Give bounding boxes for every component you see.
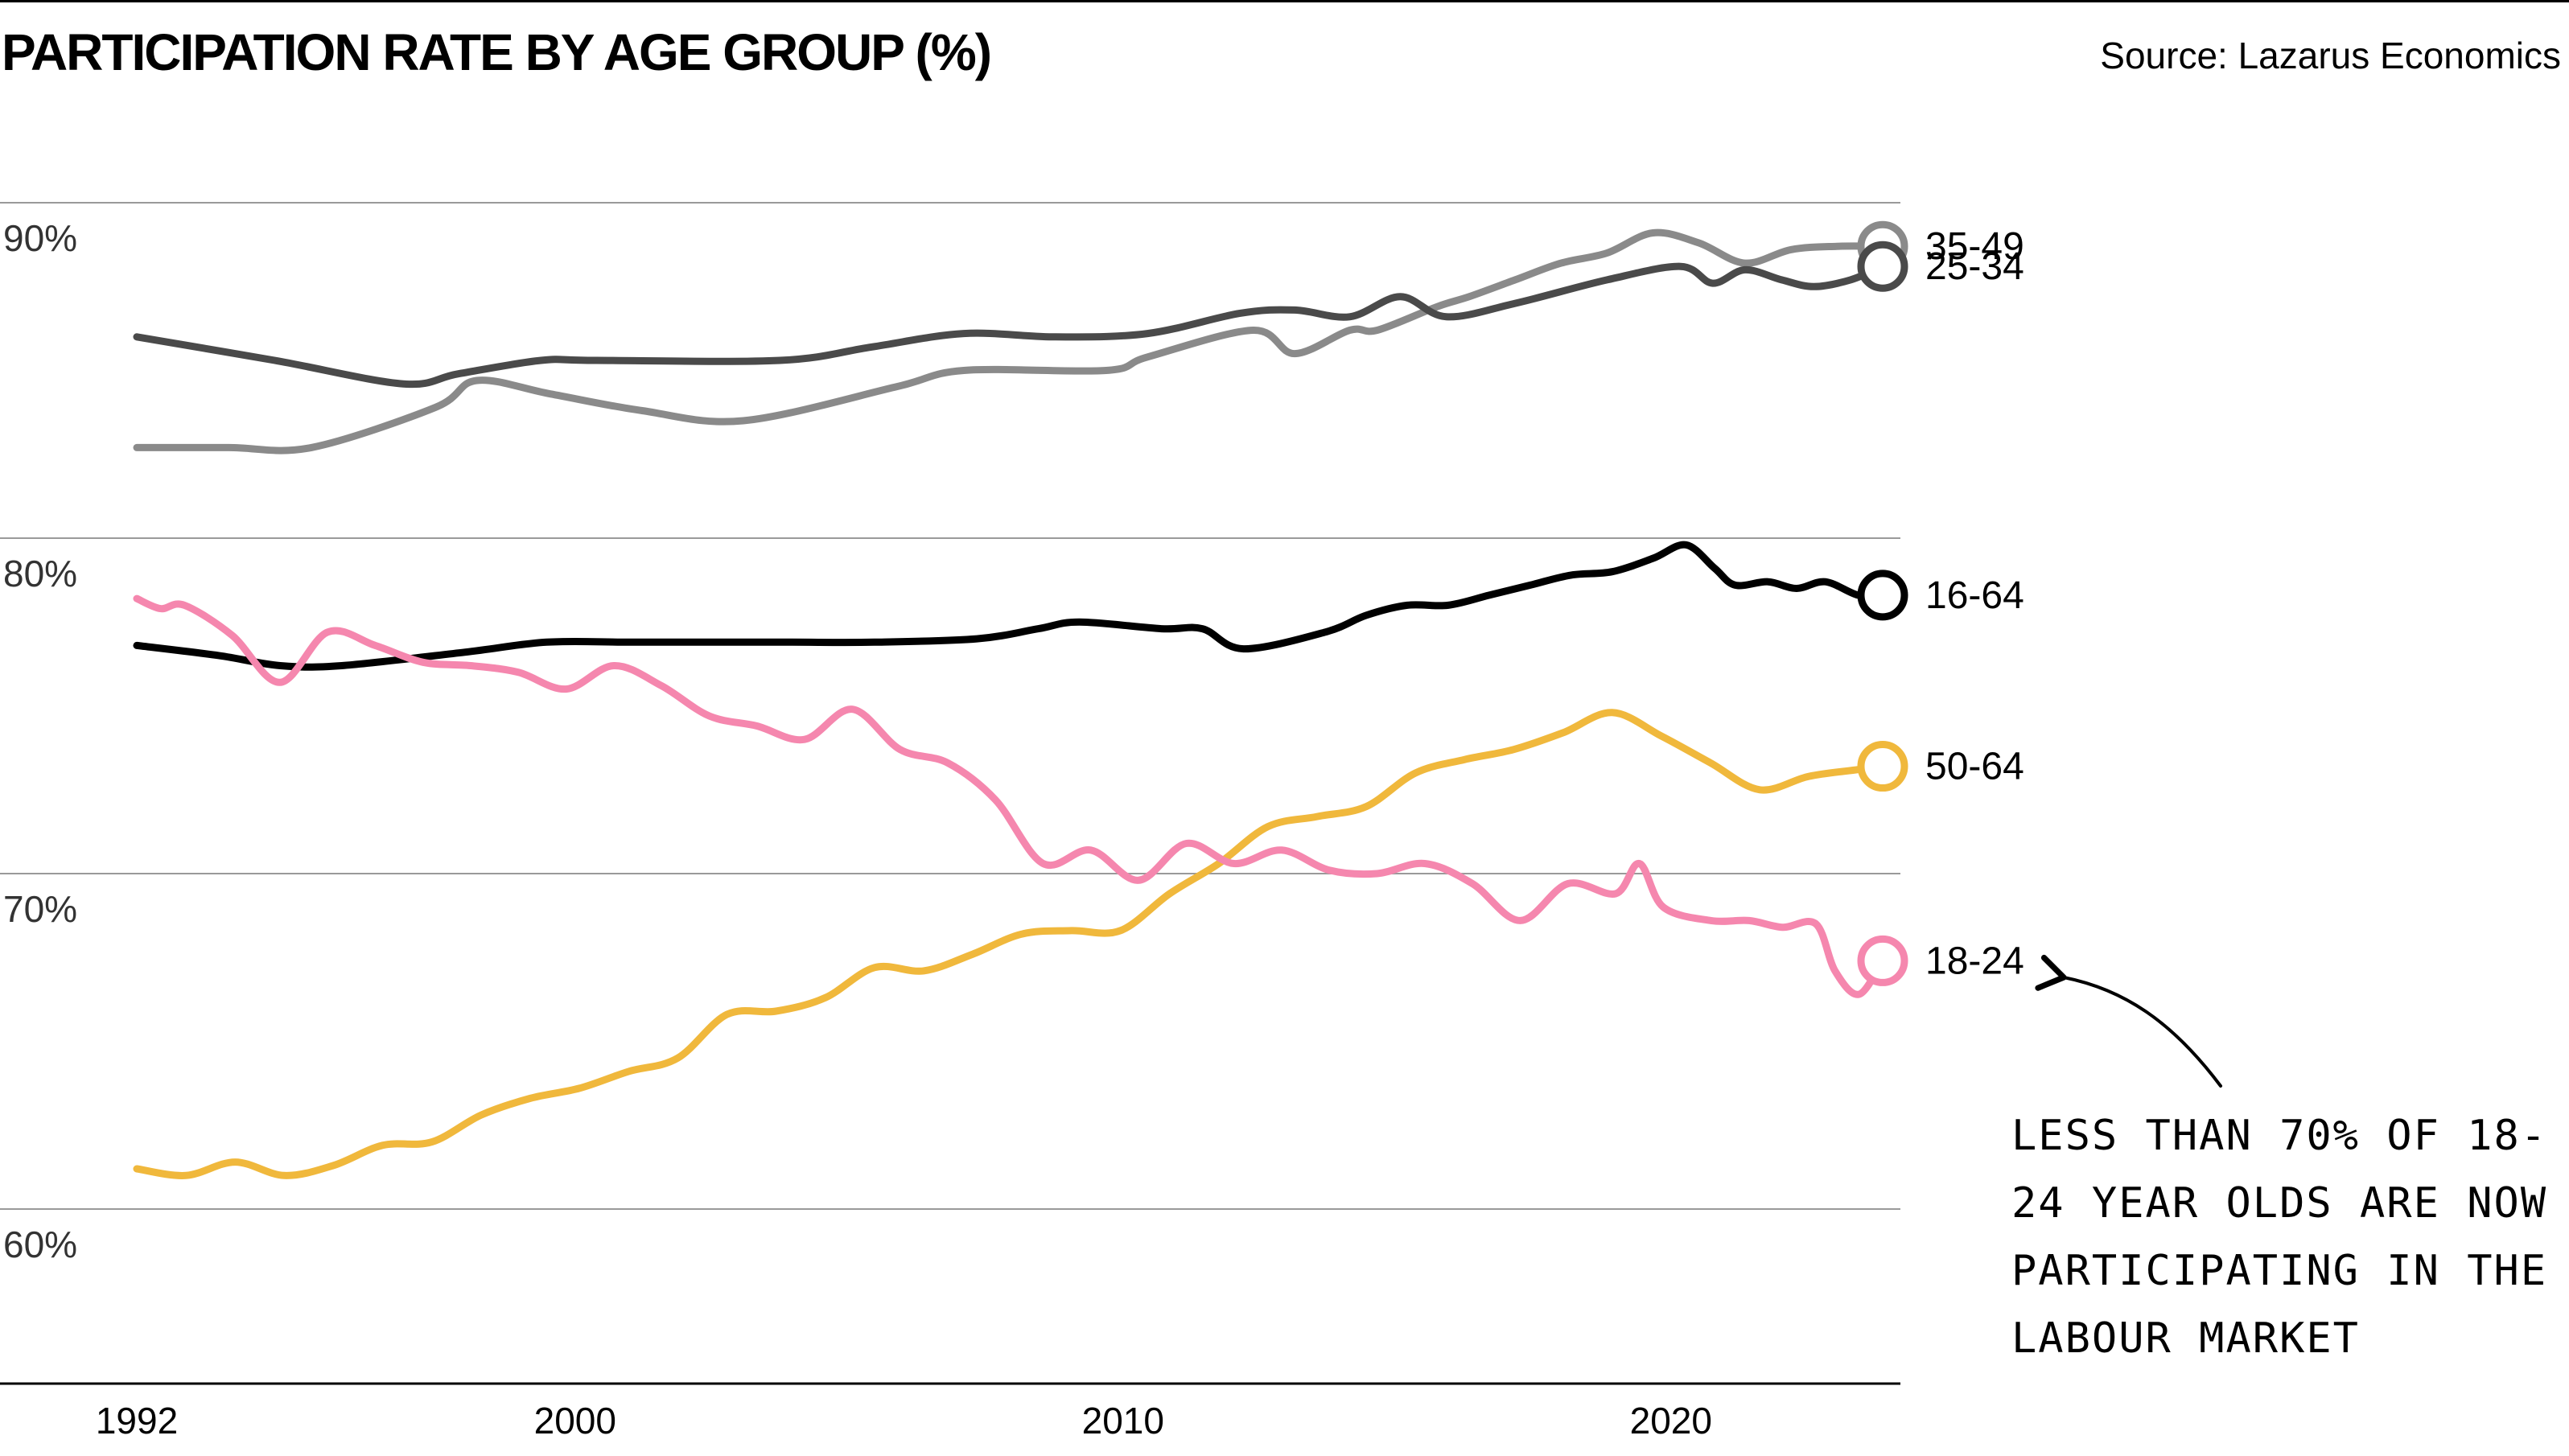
y-tick-label: 90% [3,217,77,259]
series-line-16-64 [133,541,1887,671]
annotation-note: Less than 70% of 18-24 year olds are now… [2011,1112,2548,1363]
y-tick-label: 60% [3,1224,77,1265]
series-label-35-49: 35-49 [1925,225,2024,268]
series-label-25-34: 25-34 [1925,245,2024,288]
y-axis-labels: 60% 70% 80% 90% [3,217,77,1265]
series-line-18-24 [133,594,1887,998]
series-label-18-24: 18-24 [1925,940,2024,982]
series-line-35-49 [133,228,1887,454]
x-tick-label: 2020 [1630,1400,1712,1442]
gridlines [0,202,1900,1385]
y-tick-label: 80% [3,553,77,594]
x-tick-label: 2000 [534,1400,616,1442]
end-marker-18-24 [1857,935,1908,986]
series-lines [133,228,1887,1179]
x-tick-label: 2010 [1082,1400,1164,1442]
end-marker-50-64 [1857,741,1908,792]
series-line-25-34 [133,262,1887,389]
series-label-50-64: 50-64 [1925,746,2024,788]
annotation-arrow [2035,954,2222,1088]
source-credit: Source: Lazarus Economics [2100,35,2561,76]
series-line-50-64 [133,709,1887,1179]
end-marker-16-64 [1857,570,1908,621]
top-rule [0,0,2569,2]
end-marker-25-34 [1857,241,1908,292]
x-axis-labels: 1992 2000 2010 2020 [96,1400,1712,1442]
series-end-markers [1857,220,1908,986]
chart-title: PARTICIPATION RATE BY AGE GROUP (%) [2,23,992,81]
x-tick-label: 1992 [96,1400,178,1442]
series-label-16-64: 16-64 [1925,574,2024,617]
y-tick-label: 70% [3,888,77,930]
